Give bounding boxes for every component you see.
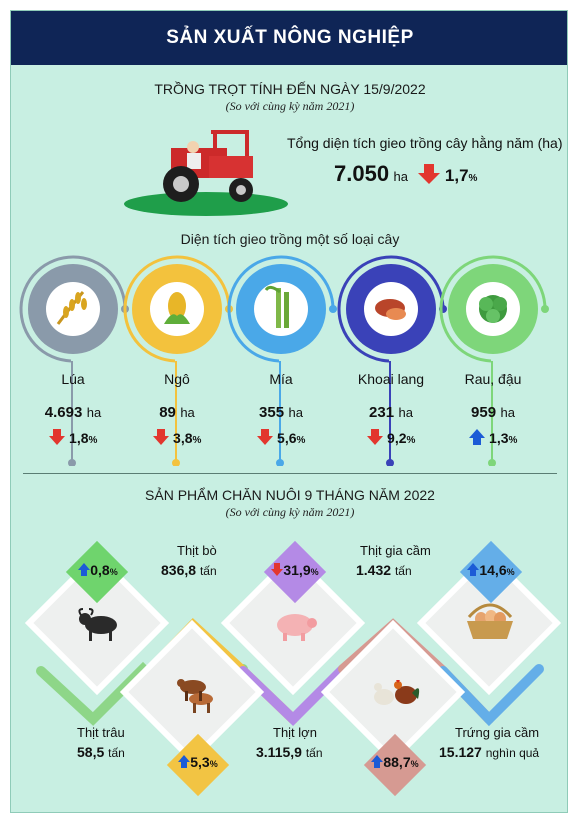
crop-connector-dot xyxy=(68,459,76,466)
crop-name: Mía xyxy=(269,371,293,387)
crop-connector-dot xyxy=(276,459,284,466)
crop-ring-dot xyxy=(541,305,549,313)
crop-badge xyxy=(28,264,128,364)
crop-ring xyxy=(337,255,445,363)
crop-ring xyxy=(19,255,127,363)
livestock-section-title: SẢN PHẨM CHĂN NUÔI 9 THÁNG NĂM 2022 xyxy=(145,487,435,503)
crop-badge xyxy=(448,264,548,364)
crop-name: Lúa xyxy=(61,371,85,387)
crop-badge xyxy=(132,264,232,364)
crop-badge xyxy=(346,264,446,364)
crop-area-value: 355 ha xyxy=(259,404,303,421)
livestock-name: Thịt lợn xyxy=(273,725,317,740)
livestock-value: 3.115,9 tấn xyxy=(256,744,323,760)
crop-connectors xyxy=(19,255,549,466)
rice-icon xyxy=(28,264,118,354)
crop-change: 1,8% xyxy=(18,429,128,448)
pig-icon xyxy=(277,614,317,641)
infographic: SẢN XUẤT NÔNG NGHIỆP TRỒNG TRỌT TÍNH ĐẾN… xyxy=(10,10,568,813)
sugarcane-icon xyxy=(236,264,326,354)
crop-name: Rau, đậu xyxy=(464,371,522,387)
crop-name: Khoai lang xyxy=(357,371,425,387)
livestock-name: Thịt trâu xyxy=(77,725,125,740)
egg-basket-icon xyxy=(467,603,513,639)
livestock-value: 15.127 nghìn quả xyxy=(439,744,540,760)
livestock-section-subtitle: (So với cùng kỳ năm 2021) xyxy=(225,505,355,519)
crop-area-value: 89 ha xyxy=(159,404,195,421)
livestock-change: 31,9% xyxy=(260,562,330,578)
down-arrow-icon xyxy=(48,429,65,445)
crop-ring xyxy=(227,255,335,363)
crop-area-value: 231 ha xyxy=(369,404,413,421)
crop-change: 5,6% xyxy=(226,429,336,448)
down-arrow-icon xyxy=(256,429,273,445)
crop-ring-dot xyxy=(329,305,337,313)
livestock-name: Trứng gia cầm xyxy=(455,725,540,740)
poultry-icon xyxy=(374,680,420,705)
down-arrow-icon xyxy=(418,164,441,184)
up-arrow-icon xyxy=(467,563,480,576)
crop-change: 9,2% xyxy=(336,429,446,448)
crops-section-title: TRỒNG TRỌT TÍNH ĐẾN NGÀY 15/9/2022 xyxy=(154,81,426,97)
vegetable-icon xyxy=(448,264,538,354)
cattle-icon xyxy=(177,679,213,713)
tractor-icon xyxy=(124,130,288,216)
livestock-change: 14,6% xyxy=(456,562,526,578)
crop-area-value: 4.693 ha xyxy=(44,404,102,421)
buffalo-icon xyxy=(78,608,117,641)
up-arrow-icon xyxy=(371,755,384,768)
crop-badge xyxy=(236,264,336,364)
livestock-value: 1.432 tấn xyxy=(356,562,412,578)
crop-name: Ngô xyxy=(164,371,190,387)
total-area-unit: ha xyxy=(393,169,408,184)
crop-connector-dot xyxy=(488,459,496,466)
total-area-change: 1,7% xyxy=(444,166,478,185)
page-title: SẢN XUẤT NÔNG NGHIỆP xyxy=(166,27,414,48)
section-divider xyxy=(23,473,557,474)
livestock-value: 836,8 tấn xyxy=(161,562,217,578)
crop-ring xyxy=(123,255,231,363)
sweet-potato-icon xyxy=(346,264,436,354)
total-area-value-group: 7.050 ha 1,7% xyxy=(334,161,477,187)
livestock-change: 88,7% xyxy=(360,754,430,770)
crop-area-value: 959 ha xyxy=(471,404,515,421)
up-arrow-icon xyxy=(178,755,191,768)
crop-connector-dot xyxy=(172,459,180,466)
livestock-change: 5,3% xyxy=(163,754,233,770)
crop-connector-dot xyxy=(386,459,394,466)
livestock-name: Thịt bò xyxy=(177,543,217,558)
livestock-name: Thịt gia cầm xyxy=(360,543,431,558)
corn-icon xyxy=(132,264,222,354)
up-arrow-icon xyxy=(78,563,91,576)
area-title: Diện tích gieo trồng một số loại cây xyxy=(180,231,400,247)
down-arrow-icon xyxy=(152,429,169,445)
crop-ring xyxy=(439,255,547,363)
total-area-label: Tổng diện tích gieo trồng cây hằng năm (… xyxy=(287,135,563,151)
total-area-value: 7.050 xyxy=(334,161,390,186)
livestock-value: 58,5 tấn xyxy=(77,744,125,760)
livestock-change: 0,8% xyxy=(63,562,133,578)
header-bar: SẢN XUẤT NÔNG NGHIỆP xyxy=(11,11,567,65)
down-arrow-icon xyxy=(366,429,383,445)
crop-change: 3,8% xyxy=(122,429,232,448)
crops-section-subtitle: (So với cùng kỳ năm 2021) xyxy=(225,99,355,113)
crop-change: 1,3% xyxy=(438,429,548,448)
down-arrow-icon xyxy=(271,563,284,576)
up-arrow-icon xyxy=(468,429,485,445)
